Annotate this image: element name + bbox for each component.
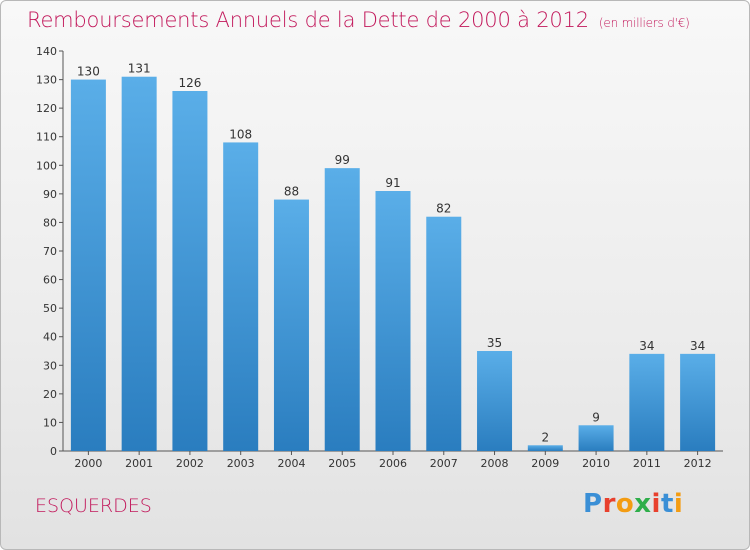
bar-value-label: 2 xyxy=(541,430,549,444)
logo-letter: t xyxy=(660,489,674,519)
y-tick-label: 110 xyxy=(36,131,57,144)
bars xyxy=(70,76,716,452)
x-tick-label: 2009 xyxy=(531,457,559,470)
y-tick-label: 0 xyxy=(50,445,57,458)
x-tick-label: 2008 xyxy=(481,457,509,470)
y-tick-label: 120 xyxy=(36,102,57,115)
y-tick-label: 100 xyxy=(36,159,57,172)
bar-value-label: 88 xyxy=(284,185,299,199)
bar-value-label: 126 xyxy=(178,76,201,90)
y-tick-label: 40 xyxy=(43,331,57,344)
x-tick-label: 2002 xyxy=(176,457,204,470)
chart-title: Remboursements Annuels de la Dette de 20… xyxy=(27,8,690,32)
bar-value-label: 99 xyxy=(335,153,350,167)
x-tick-label: 2007 xyxy=(430,457,458,470)
bar-value-label: 91 xyxy=(385,176,400,190)
logo-letter: i xyxy=(673,489,684,519)
x-tick-label: 2011 xyxy=(633,457,661,470)
commune-name: ESQUERDES xyxy=(35,495,152,517)
logo-letter: r xyxy=(602,489,616,519)
y-tick-label: 30 xyxy=(43,359,57,372)
logo-letter: P xyxy=(583,489,603,519)
title-unit: (en milliers d'€) xyxy=(598,16,690,30)
logo-letter: i xyxy=(651,489,661,519)
bar xyxy=(223,142,259,451)
bar-value-label: 34 xyxy=(639,339,654,353)
bar xyxy=(527,445,563,451)
title-text: Remboursements Annuels de la Dette de 20… xyxy=(27,8,589,32)
bar xyxy=(172,91,208,451)
y-tick-label: 80 xyxy=(43,216,57,229)
bar-value-label: 131 xyxy=(128,62,151,76)
bar xyxy=(121,76,157,451)
bar-value-label: 130 xyxy=(77,65,100,79)
bar-value-label: 9 xyxy=(592,410,600,424)
bar xyxy=(70,79,106,452)
bar-value-label: 82 xyxy=(436,202,451,216)
bar xyxy=(426,216,462,451)
y-tick-label: 130 xyxy=(36,74,57,87)
y-tick-label: 20 xyxy=(43,388,57,401)
bar xyxy=(578,425,614,451)
bar xyxy=(375,191,411,451)
bar-value-label: 108 xyxy=(229,127,252,141)
y-tick-label: 50 xyxy=(43,302,57,315)
bar-value-label: 35 xyxy=(487,336,502,350)
logo-letter: o xyxy=(615,489,635,519)
bar xyxy=(273,199,309,451)
y-tick-label: 10 xyxy=(43,416,57,429)
bar xyxy=(629,353,665,451)
proxiti-logo: Proxiti xyxy=(583,489,683,519)
y-tick-label: 60 xyxy=(43,274,57,287)
bar xyxy=(324,168,360,451)
x-tick-label: 2001 xyxy=(125,457,153,470)
y-tick-label: 70 xyxy=(43,245,57,258)
labels: 2000130200113120021262003108200488200599… xyxy=(74,62,711,470)
x-tick-label: 2003 xyxy=(227,457,255,470)
x-tick-label: 2005 xyxy=(328,457,356,470)
y-tick-label: 90 xyxy=(43,188,57,201)
bar xyxy=(477,351,513,451)
bar xyxy=(680,353,716,451)
y-tick-label: 140 xyxy=(36,45,57,58)
x-tick-label: 2010 xyxy=(582,457,610,470)
x-tick-label: 2012 xyxy=(684,457,712,470)
logo-letter: x xyxy=(634,489,652,519)
x-tick-label: 2000 xyxy=(74,457,102,470)
x-tick-label: 2006 xyxy=(379,457,407,470)
x-tick-label: 2004 xyxy=(277,457,305,470)
bar-value-label: 34 xyxy=(690,339,705,353)
axes: 0 10 20 30 40 50 60 70 80 90 100 110 120 130 140 xyxy=(36,45,723,458)
